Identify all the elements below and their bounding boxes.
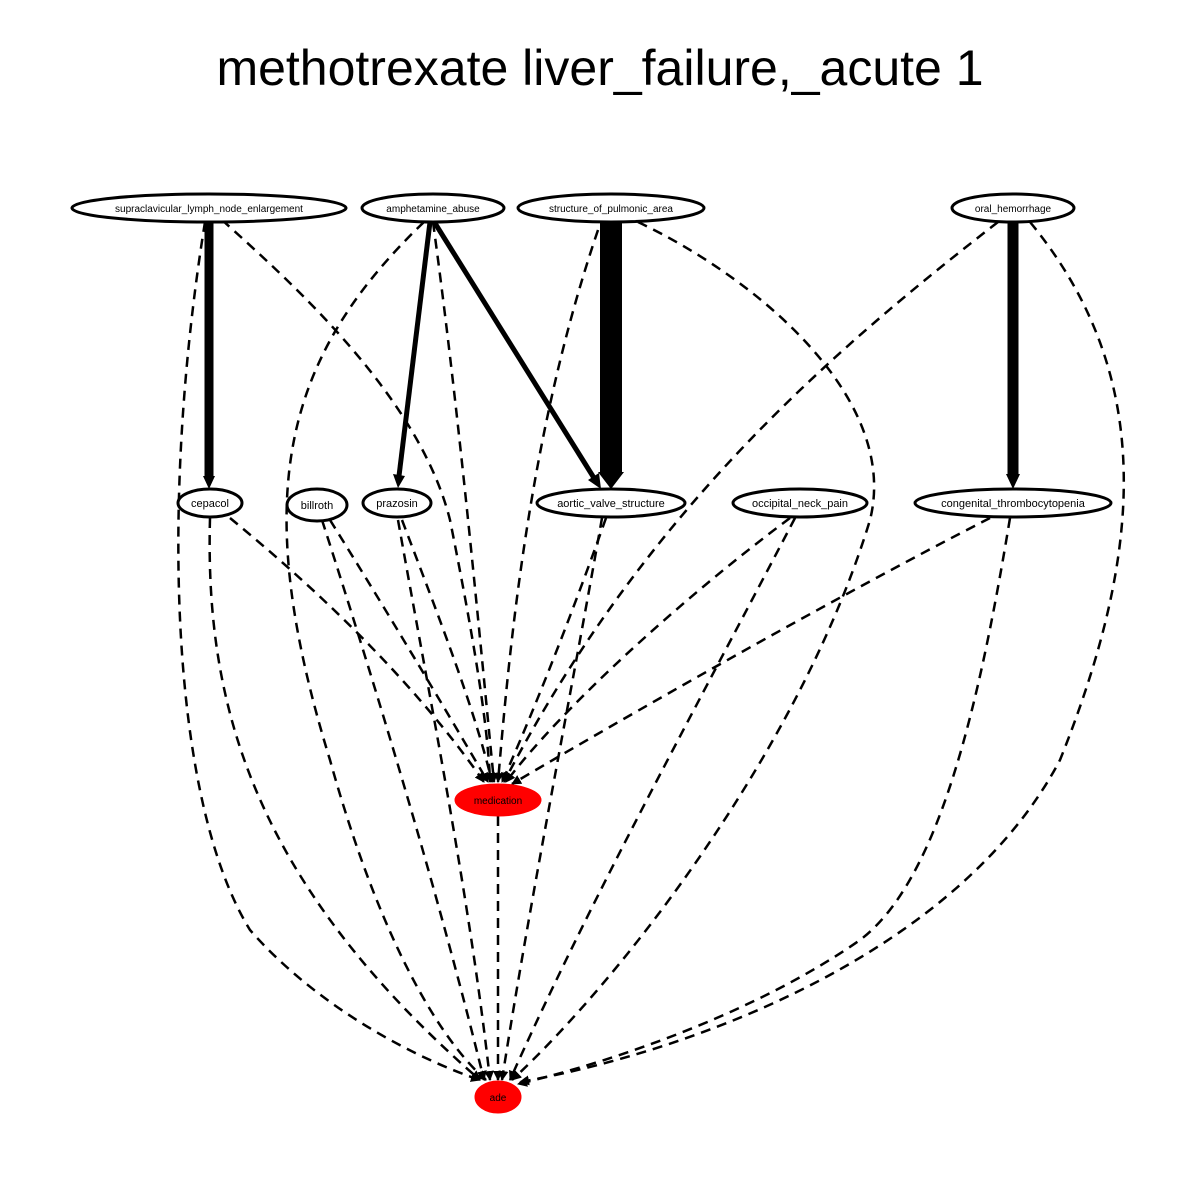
node-ellipse xyxy=(731,487,869,519)
node-label: structure_of_pulmonic_area xyxy=(549,204,673,215)
node-label: supraclavicular_lymph_node_enlargement xyxy=(115,204,303,215)
node-amphetamine-abuse[interactable]: amphetamine_abuse xyxy=(360,192,506,224)
arrowhead-aortic-from-pulmonic xyxy=(598,472,624,489)
node-label: congenital_thrombocytopenia xyxy=(941,498,1086,510)
node-label: billroth xyxy=(301,500,333,512)
node-ellipse xyxy=(913,487,1113,519)
edge-amphetamine-to-aortic-valve xyxy=(430,218,597,480)
node-label: amphetamine_abuse xyxy=(386,204,480,215)
node-congenital-thrombocytopenia[interactable]: congenital_thrombocytopenia xyxy=(913,487,1113,519)
node-billroth[interactable]: billroth xyxy=(285,487,349,523)
node-ellipse xyxy=(361,487,433,519)
edge-billroth-to-medication xyxy=(328,519,490,783)
edge-occipital-to-ade xyxy=(508,517,797,1081)
edge-prazosin-to-medication xyxy=(400,519,495,783)
arrowhead-aortic-from-amphetamine xyxy=(588,473,601,489)
edge-amphetamine-to-medication xyxy=(431,221,499,783)
node-ellipse-outcome xyxy=(474,1080,522,1114)
edge-aortic-to-ade xyxy=(498,517,604,1081)
node-ellipse xyxy=(535,487,687,519)
node-label: cepacol xyxy=(191,498,229,510)
node-ellipse xyxy=(176,487,244,519)
node-supraclavicular-lymph-node-enlargement[interactable]: supraclavicular_lymph_node_enlargement xyxy=(70,192,348,224)
edge-congenital-to-medication xyxy=(511,516,991,786)
edge-aortic-to-medication xyxy=(500,517,608,783)
node-label: medication xyxy=(474,796,522,807)
node-layer: supraclavicular_lymph_node_enlargement a… xyxy=(70,192,1113,1114)
edge-congenital-to-ade xyxy=(517,517,1012,1087)
arrowhead-cepacol xyxy=(203,476,215,489)
edge-cepacol-to-ade xyxy=(208,517,481,1081)
edge-pulmonic-to-medication xyxy=(493,229,600,783)
node-label: oral_hemorrhage xyxy=(975,204,1052,215)
node-ade[interactable]: ade xyxy=(474,1080,522,1114)
edge-prazosin-to-ade xyxy=(396,519,494,1081)
edge-oral-hemorrhage-to-ade xyxy=(519,221,1126,1086)
node-ellipse xyxy=(950,192,1076,224)
edge-occipital-to-medication xyxy=(505,516,791,783)
arrowhead-congenital xyxy=(1006,474,1020,489)
edge-layer xyxy=(177,218,1126,1087)
node-label: ade xyxy=(490,1093,507,1104)
node-label: occipital_neck_pain xyxy=(752,498,848,510)
node-ellipse xyxy=(70,192,348,224)
node-ellipse xyxy=(285,487,349,523)
node-medication[interactable]: medication xyxy=(454,783,542,817)
arrowhead-prazosin xyxy=(393,474,405,488)
node-aortic-valve-structure[interactable]: aortic_valve_structure xyxy=(535,487,687,519)
edge-supraclavicular-to-medication xyxy=(221,219,495,783)
node-prazosin[interactable]: prazosin xyxy=(361,487,433,519)
node-cepacol[interactable]: cepacol xyxy=(176,487,244,519)
edge-pulmonic-to-ade xyxy=(511,220,876,1081)
node-ellipse-outcome xyxy=(454,783,542,817)
edge-oral-hemorrhage-to-medication xyxy=(502,221,999,783)
node-occipital-neck-pain[interactable]: occipital_neck_pain xyxy=(731,487,869,519)
edge-billroth-to-ade xyxy=(320,519,487,1081)
node-label: prazosin xyxy=(376,498,418,510)
edge-cepacol-to-medication xyxy=(229,517,486,783)
node-label: aortic_valve_structure xyxy=(557,498,665,510)
node-structure-of-pulmonic-area[interactable]: structure_of_pulmonic_area xyxy=(516,192,706,224)
node-ellipse xyxy=(516,192,706,224)
edge-amphetamine-to-ade xyxy=(285,221,487,1081)
node-ellipse xyxy=(360,192,506,224)
node-oral-hemorrhage[interactable]: oral_hemorrhage xyxy=(950,192,1076,224)
graph-title: methotrexate liver_failure,_acute 1 xyxy=(216,40,983,96)
edge-supraclavicular-to-ade xyxy=(177,221,481,1082)
edge-amphetamine-to-prazosin xyxy=(396,221,433,477)
